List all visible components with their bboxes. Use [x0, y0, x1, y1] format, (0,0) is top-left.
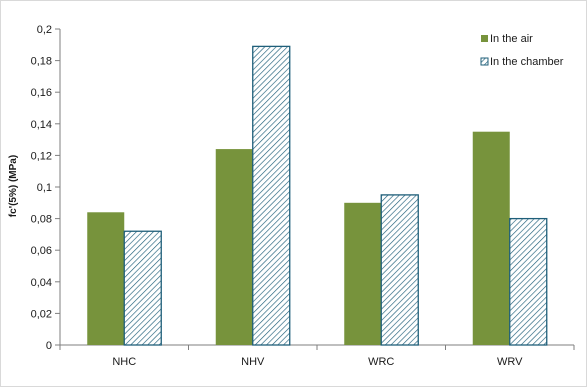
- y-tick-label: 0,18: [31, 56, 52, 68]
- x-tick-label: NHC: [112, 356, 136, 368]
- bar-wrv-series-2: [509, 217, 548, 346]
- y-tick-label: 0,16: [31, 87, 52, 99]
- bar-nhc-series-1: [87, 212, 125, 345]
- x-tick-label: WRV: [497, 356, 523, 368]
- x-tick-group: NHC NHV WRC WRV: [59, 345, 575, 368]
- y-tick-label: 0,04: [31, 277, 52, 289]
- y-tick-label: 0,08: [31, 214, 52, 226]
- legend: In the air In the chamber: [480, 33, 564, 68]
- x-tick-label: WRC: [368, 356, 394, 368]
- legend-label-series-1: In the air: [490, 33, 533, 45]
- bar-wrc-series-2: [380, 194, 419, 346]
- bar-nhc-series-2: [123, 230, 162, 346]
- y-tick-label: 0,06: [31, 245, 52, 257]
- y-axis-label: fc'(5%) (MPa): [8, 155, 19, 217]
- y-tick-label: 0,02: [31, 308, 52, 320]
- y-tick-group: 0 0,02 0,04 0,06 0,08 0,1 0,12 0,14 0,16 0,18 0,2: [31, 24, 60, 352]
- bar-wrc-series-1: [344, 202, 382, 345]
- legend-swatch-series-2: [480, 57, 489, 66]
- x-tick-label: NHV: [241, 356, 265, 368]
- y-tick-label: 0,14: [31, 119, 52, 131]
- bar-nhv-series-1: [215, 149, 253, 345]
- legend-label-series-2: In the chamber: [490, 56, 564, 68]
- y-tick-label: 0,1: [37, 182, 52, 194]
- y-tick-label: 0,12: [31, 150, 52, 162]
- bar-wrv-series-1: [472, 131, 510, 345]
- y-tick-label: 0: [46, 340, 52, 352]
- legend-swatch-series-1: [481, 35, 488, 42]
- bar-nhv-series-2: [252, 45, 291, 346]
- bar-group: [87, 45, 548, 346]
- y-tick-label: 0,2: [37, 24, 52, 36]
